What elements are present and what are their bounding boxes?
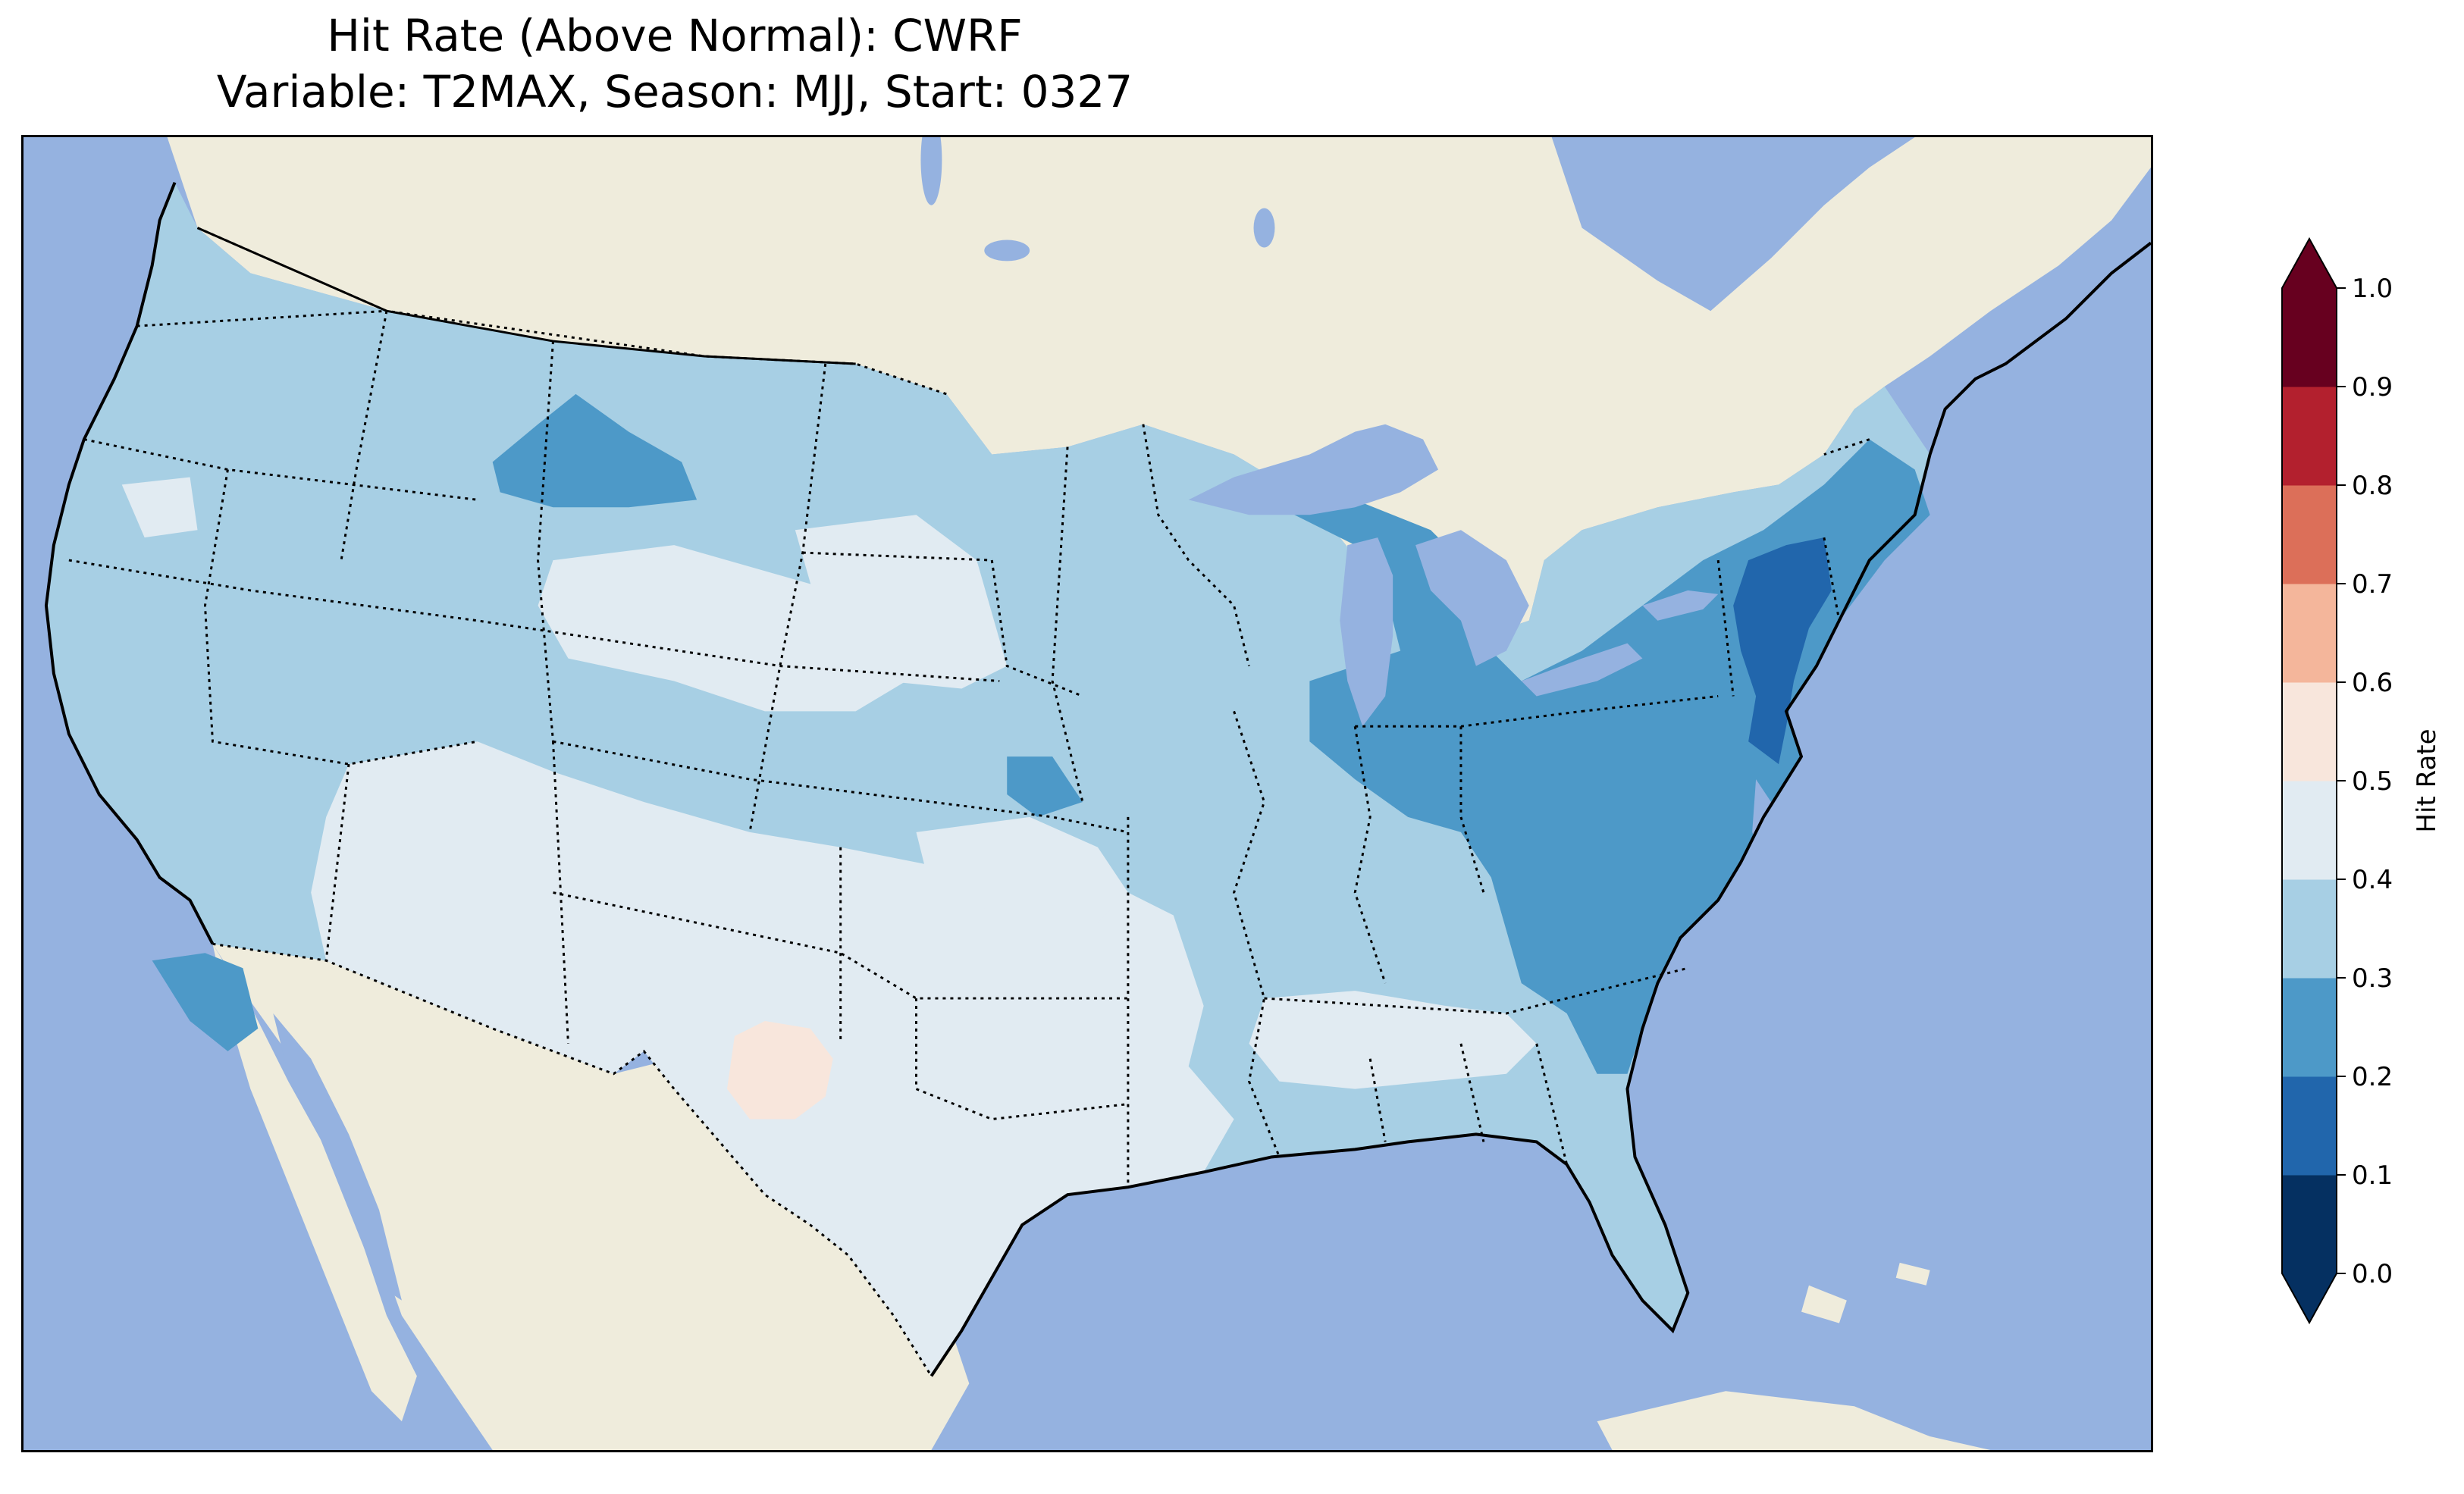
colorbar-segment <box>2282 1076 2337 1176</box>
colorbar-segment <box>2282 682 2337 781</box>
colorbar-tick-label: 0.6 <box>2352 668 2393 698</box>
canada-lake <box>1751 212 1776 228</box>
hit-rate-region-utah <box>447 772 599 908</box>
bahamas <box>1895 1262 1930 1286</box>
colorbar-segment <box>2282 879 2337 979</box>
hit-rate-region-kansas-spot <box>1007 756 1083 817</box>
colorbar-tick-label: 0.8 <box>2352 471 2393 501</box>
canada-land <box>167 137 2151 636</box>
canada-lake <box>984 240 1030 262</box>
colorbar-tick-label: 1.0 <box>2352 274 2393 304</box>
hit-rate-region-kansas <box>916 816 1128 923</box>
conus-coastline <box>44 182 2151 1377</box>
us-hit-rate-map <box>24 137 2151 1450</box>
bahamas <box>1801 1285 1847 1323</box>
colorbar-tick-label: 0.7 <box>2352 569 2393 600</box>
hit-rate-region-new-mexico <box>727 1020 833 1120</box>
canada-lake <box>920 137 942 205</box>
colorbar-tick-label: 0.3 <box>2352 963 2393 994</box>
us-canada-border <box>196 227 856 365</box>
colorbar-segment <box>2282 485 2337 584</box>
colorbar: 0.0 0.1 0.2 0.3 0.4 0.5 0.6 0.7 0.8 0.9 1.0 Hit Rat… <box>2281 236 2442 1325</box>
colorbar-segment <box>2282 288 2337 387</box>
colorbar-tick-label: 0.5 <box>2352 766 2393 797</box>
hit-rate-region-northeast-corridor <box>1733 537 1832 765</box>
baja-peninsula <box>212 944 417 1422</box>
gulf-of-california <box>273 1013 402 1301</box>
lake-ontario <box>1642 590 1719 621</box>
chart-title: Hit Rate (Above Normal): CWRF <box>327 10 1023 61</box>
colorbar-tick-label: 0.1 <box>2352 1160 2393 1191</box>
cuba <box>1597 1391 1991 1450</box>
colorbar-tick-label: 0.9 <box>2352 372 2393 402</box>
colorbar-extend-max <box>2282 239 2337 288</box>
colorbar-tick-label: 0.2 <box>2352 1062 2393 1092</box>
colorbar-segment <box>2282 781 2337 880</box>
hit-rate-region-southern-california <box>152 953 259 1051</box>
canada-lake <box>1253 208 1275 248</box>
lake-michigan <box>1340 537 1393 727</box>
colorbar-tick-label: 0.0 <box>2352 1259 2393 1289</box>
colorbar-segment <box>2282 1175 2337 1274</box>
colorbar-extend-min <box>2282 1273 2337 1323</box>
colorbar-segment <box>2282 387 2337 486</box>
lake-erie <box>1521 643 1643 697</box>
colorbar-segment <box>2282 978 2337 1077</box>
lake-superior <box>1188 424 1439 515</box>
chart-subtitle: Variable: T2MAX, Season: MJJ, Start: 032… <box>216 66 1133 117</box>
hit-rate-region-oregon <box>121 477 198 538</box>
colorbar-tick-label: 0.4 <box>2352 865 2393 895</box>
colorbar-label: Hit Rate <box>2412 728 2442 832</box>
map-panel <box>21 135 2153 1452</box>
colorbar-segment <box>2282 584 2337 683</box>
hit-rate-region-mississippi-valley <box>1249 991 1537 1089</box>
us-mexico-border <box>212 942 933 1377</box>
lake-huron <box>1415 530 1529 666</box>
